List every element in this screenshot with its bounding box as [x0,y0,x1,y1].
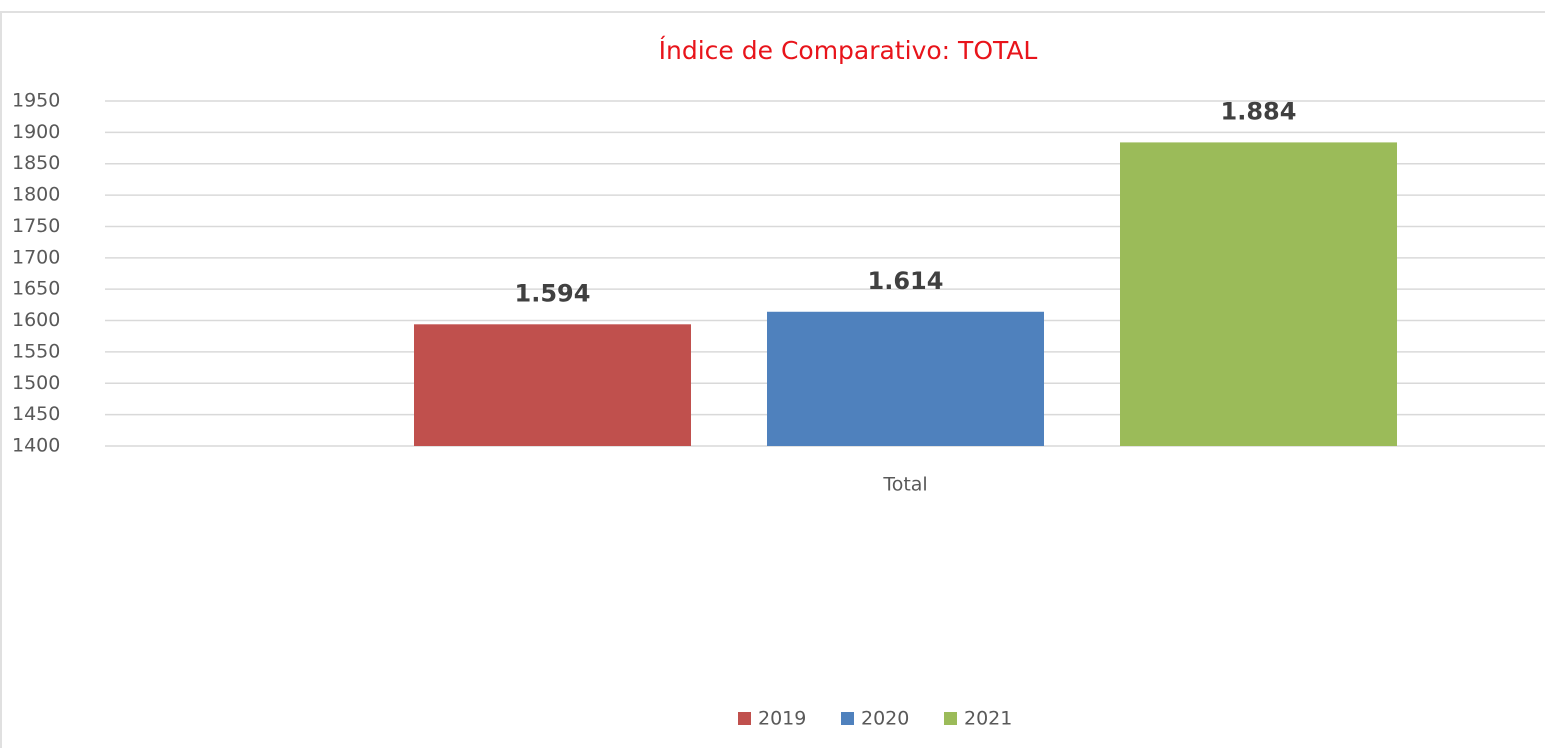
y-tick-label: 1550 [12,340,60,362]
y-tick-label: 1500 [12,372,60,394]
y-tick-label: 1700 [12,246,60,268]
y-tick-label: 1800 [12,184,60,206]
x-tick-label: Total [882,474,927,496]
y-tick-label: 1750 [12,215,60,237]
legend-label: 2019 [758,708,806,730]
y-tick-label: 1650 [12,278,60,300]
value-label: 1.614 [868,267,944,295]
legend-swatch [738,712,751,725]
value-label: 1.594 [515,279,591,307]
y-tick-label: 1850 [12,152,60,174]
y-tick-label: 1400 [12,435,60,457]
y-tick-label: 1950 [12,90,60,112]
y-tick-label: 1900 [12,121,60,143]
legend-swatch [944,712,957,725]
chart-title: Índice de Comparativo: TOTAL [659,36,1038,65]
bar [767,311,1044,446]
bar [1120,142,1397,446]
y-tick-label: 1600 [12,309,60,331]
value-label: 1.884 [1221,97,1297,125]
y-tick-label: 1450 [12,403,60,425]
legend-label: 2021 [964,708,1012,730]
legend-swatch [841,712,854,725]
legend-label: 2020 [861,708,909,730]
chart-border [0,11,1545,748]
bar [414,324,691,446]
